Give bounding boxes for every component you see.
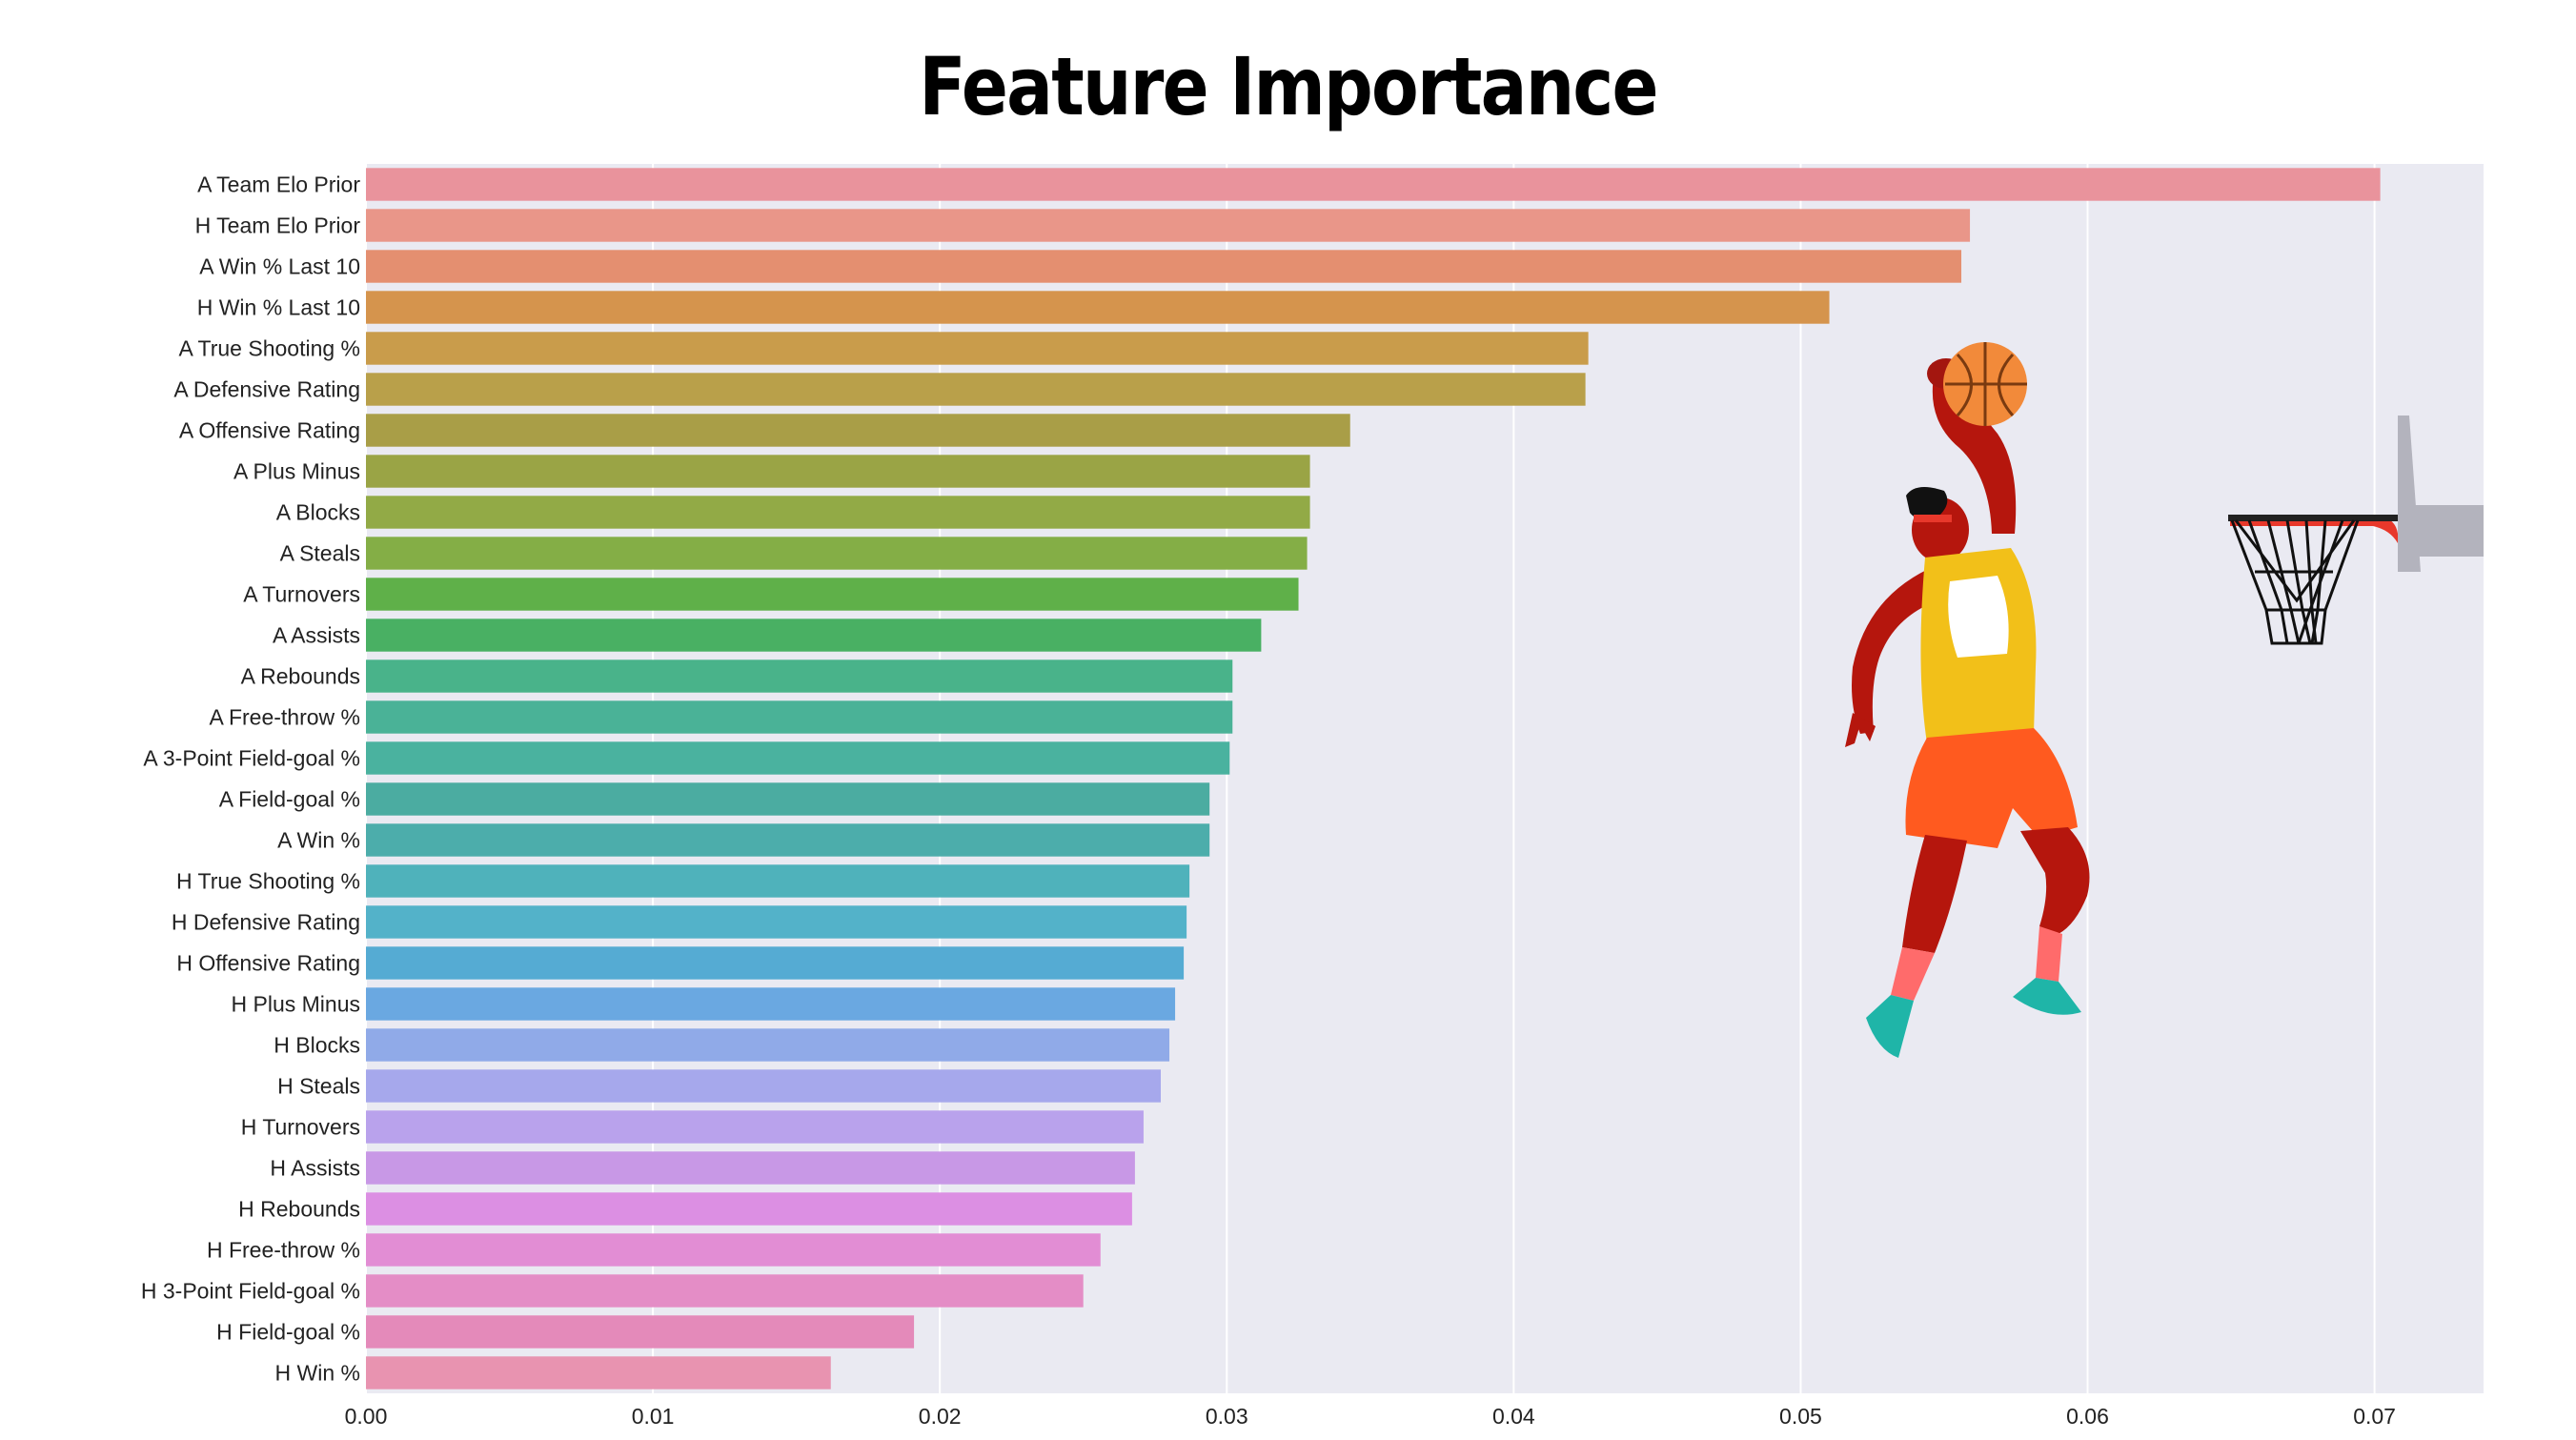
x-tick-label: 0.07 (2353, 1404, 2396, 1429)
x-tick-label: 0.01 (632, 1404, 675, 1429)
bar (366, 168, 2381, 201)
basketball-hoop-icon (2228, 416, 2484, 645)
bar (366, 1069, 1162, 1103)
bar (366, 537, 1308, 570)
bar (366, 619, 1262, 652)
x-tick-labels: 0.00 0.01 0.02 0.03 0.04 0.05 0.06 0.07 (345, 1404, 2396, 1429)
category-label: A Win % Last 10 (199, 254, 360, 279)
category-label: A Assists (273, 623, 360, 648)
bar (366, 496, 1310, 529)
bar (366, 659, 1233, 693)
category-label: A Turnovers (243, 582, 360, 607)
category-label: A True Shooting % (178, 336, 360, 361)
bar (366, 414, 1350, 447)
category-label: H Blocks (274, 1033, 360, 1058)
bar (366, 1356, 831, 1389)
category-label: H Plus Minus (232, 992, 360, 1017)
category-label: H Team Elo Prior (195, 213, 361, 238)
category-label: H Free-throw % (207, 1238, 360, 1263)
bar (366, 700, 1233, 734)
category-label: H Offensive Rating (176, 951, 360, 976)
category-label: A Blocks (276, 500, 360, 525)
bar (366, 1028, 1170, 1062)
category-label: A 3-Point Field-goal % (143, 746, 360, 771)
x-tick-label: 0.06 (2066, 1404, 2109, 1429)
category-label: H True Shooting % (176, 869, 360, 894)
category-label: A Defensive Rating (173, 377, 360, 402)
x-tick-label: 0.03 (1206, 1404, 1248, 1429)
category-label: H Win % (275, 1361, 360, 1386)
category-label: A Offensive Rating (179, 418, 360, 443)
plot-background (366, 164, 2484, 1393)
bar (366, 946, 1185, 980)
bar (366, 1315, 915, 1349)
bar (366, 1110, 1144, 1144)
category-label: H Rebounds (238, 1197, 360, 1222)
bar (366, 987, 1176, 1021)
category-label: H Turnovers (241, 1115, 360, 1140)
player-figure-icon (1845, 342, 2090, 1058)
category-label: H 3-Point Field-goal % (141, 1279, 360, 1304)
chart-title: Feature Importance (919, 40, 1658, 133)
bar (366, 1233, 1101, 1267)
bar (366, 864, 1190, 898)
category-label: A Rebounds (241, 664, 360, 689)
x-tick-label: 0.04 (1492, 1404, 1535, 1429)
bar (366, 250, 1962, 283)
bar (366, 209, 1971, 242)
category-label: H Win % Last 10 (197, 295, 360, 320)
bar (366, 741, 1230, 775)
grid-lines (365, 164, 2376, 1393)
bar (366, 782, 1210, 816)
bar (366, 373, 1586, 406)
category-label: A Plus Minus (233, 459, 360, 484)
bar (366, 905, 1187, 939)
bar (366, 332, 1589, 365)
category-label: H Field-goal % (216, 1320, 360, 1345)
bar (366, 823, 1210, 857)
category-label: A Free-throw % (210, 705, 361, 730)
bar (366, 291, 1830, 324)
bar (366, 578, 1299, 611)
bar (366, 1192, 1132, 1226)
category-label: A Steals (280, 541, 360, 566)
x-tick-label: 0.02 (919, 1404, 962, 1429)
category-label: H Steals (277, 1074, 360, 1099)
category-label: A Team Elo Prior (197, 172, 360, 197)
bar (366, 1151, 1135, 1185)
bar (366, 1274, 1084, 1308)
category-label: H Assists (270, 1156, 360, 1181)
category-label: H Defensive Rating (172, 910, 360, 935)
category-label: A Field-goal % (219, 787, 360, 812)
category-label: A Win % (277, 828, 360, 853)
x-tick-label: 0.05 (1779, 1404, 1822, 1429)
basketball-player-dunk-icon (1845, 342, 2484, 1058)
bars (366, 168, 2381, 1389)
bar (366, 455, 1310, 488)
x-tick-label: 0.00 (345, 1404, 388, 1429)
category-labels: A Team Elo Prior H Team Elo Prior A Win % … (141, 172, 360, 1386)
